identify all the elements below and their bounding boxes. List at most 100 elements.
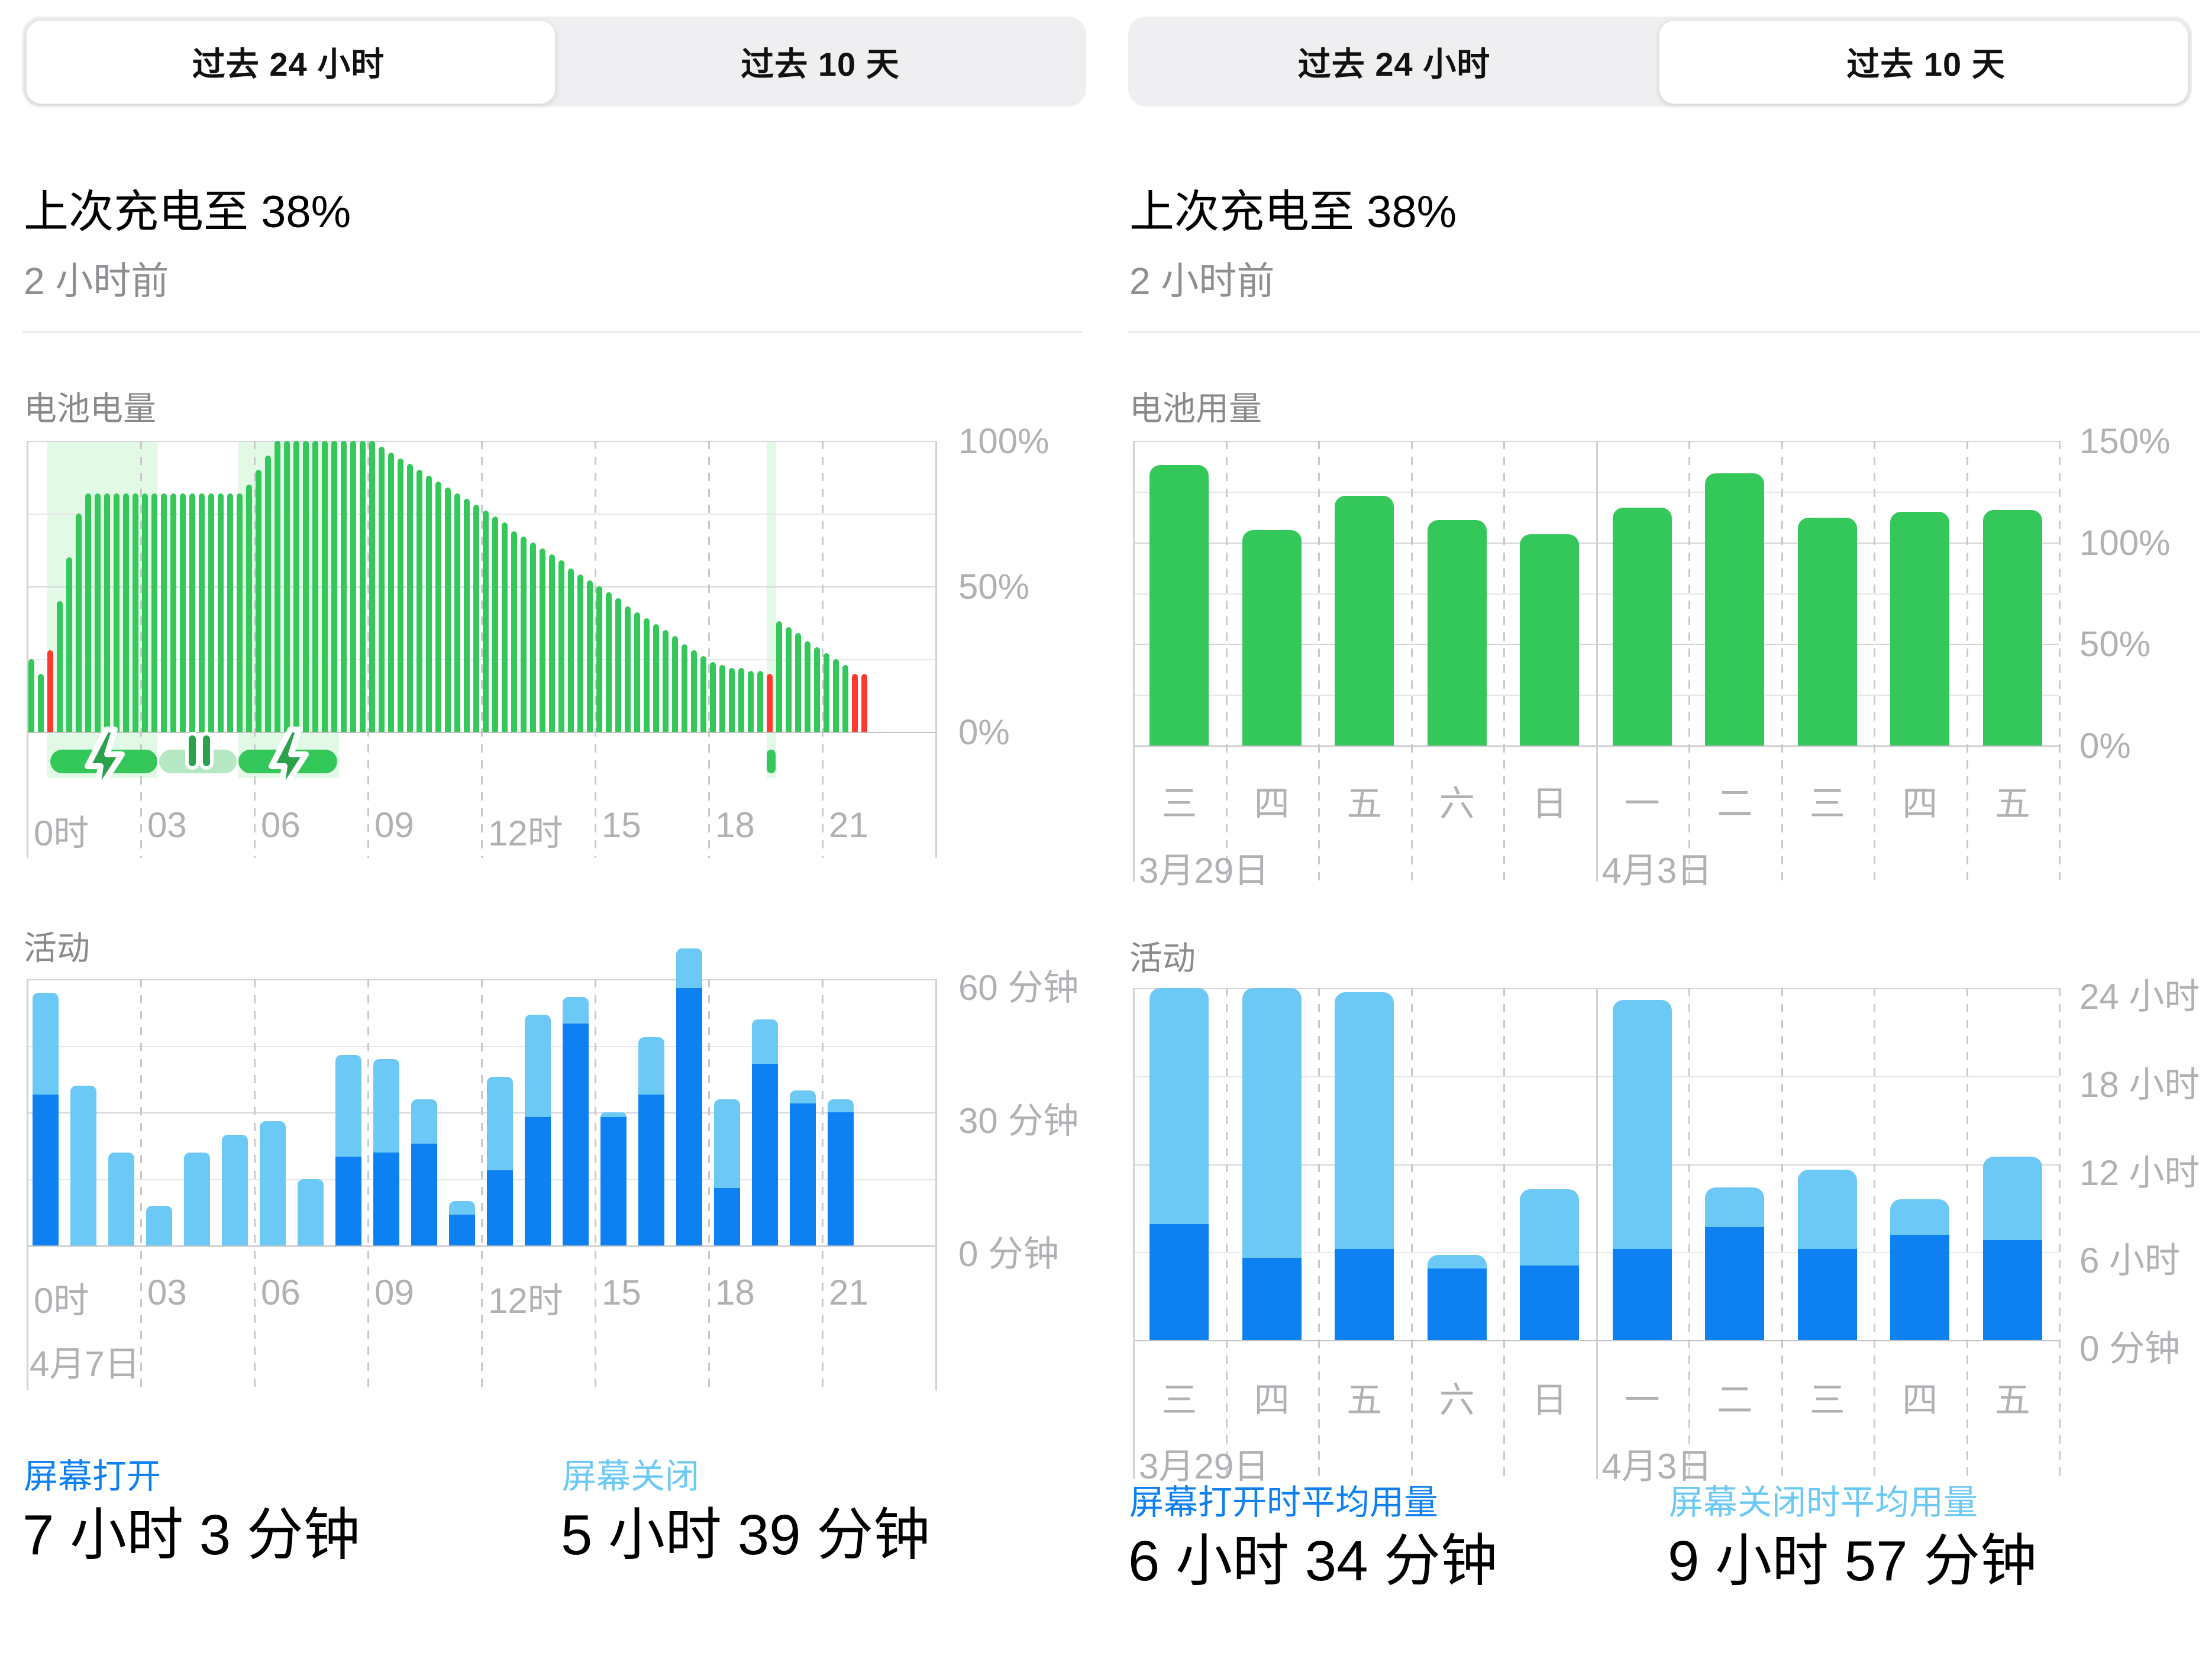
activity-bar-screen-off[interactable] bbox=[184, 1152, 210, 1245]
axis-label-day[interactable]: 五 bbox=[1346, 1380, 1383, 1420]
tab-last-24h[interactable]: 过去 24 小时 bbox=[1128, 17, 1660, 106]
battery-bar[interactable] bbox=[114, 493, 120, 732]
axis-label-x[interactable]: 18 bbox=[715, 805, 755, 845]
activity-bar-screen-on[interactable] bbox=[828, 1112, 854, 1245]
battery-bar[interactable] bbox=[682, 644, 687, 732]
activity-bar-screen-off[interactable] bbox=[1705, 1187, 1764, 1228]
axis-label-day[interactable]: 三 bbox=[1809, 784, 1845, 824]
axis-label-x[interactable]: 06 bbox=[261, 1273, 301, 1312]
battery-bar[interactable] bbox=[416, 470, 422, 732]
activity-bar-screen-on[interactable] bbox=[373, 1152, 399, 1245]
battery-bar[interactable] bbox=[360, 441, 366, 732]
battery-bar[interactable] bbox=[95, 493, 101, 732]
activity-bar-screen-off[interactable] bbox=[373, 1059, 399, 1153]
battery-bar[interactable] bbox=[587, 580, 593, 732]
activity-bar-screen-off[interactable] bbox=[1890, 1199, 1949, 1235]
activity-bar-screen-on[interactable] bbox=[790, 1103, 816, 1245]
battery-bar[interactable] bbox=[540, 548, 545, 732]
axis-label-x[interactable]: 09 bbox=[374, 805, 414, 845]
tab-last-10d[interactable]: 过去 10 天 bbox=[554, 17, 1086, 106]
activity-bar-screen-on[interactable] bbox=[1797, 1249, 1857, 1340]
battery-bar[interactable] bbox=[852, 673, 858, 732]
battery-bar[interactable] bbox=[473, 505, 479, 732]
activity-bar-screen-on[interactable] bbox=[411, 1143, 437, 1245]
battery-bar[interactable] bbox=[379, 446, 385, 732]
activity-bar-screen-off[interactable] bbox=[260, 1121, 286, 1245]
battery-usage-bar[interactable] bbox=[1705, 473, 1764, 745]
axis-label-day[interactable]: 四 bbox=[1254, 1380, 1290, 1420]
battery-bar[interactable] bbox=[653, 624, 659, 732]
battery-bar[interactable] bbox=[615, 598, 621, 732]
activity-bar-screen-on[interactable] bbox=[1890, 1234, 1949, 1340]
axis-label-day[interactable]: 四 bbox=[1902, 1380, 1938, 1420]
activity-bar-screen-off[interactable] bbox=[33, 992, 59, 1095]
battery-bar[interactable] bbox=[38, 673, 44, 732]
activity-bar-screen-off[interactable] bbox=[676, 948, 702, 988]
axis-label-x[interactable]: 09 bbox=[374, 1273, 414, 1312]
activity-bar-screen-on[interactable] bbox=[1335, 1249, 1394, 1340]
battery-bar[interactable] bbox=[133, 493, 138, 732]
axis-label-x[interactable]: 03 bbox=[147, 805, 187, 845]
battery-bar[interactable] bbox=[237, 493, 243, 732]
battery-bar[interactable] bbox=[47, 650, 53, 732]
battery-bar[interactable] bbox=[275, 441, 280, 732]
axis-label-x[interactable]: 12时 bbox=[488, 1281, 563, 1321]
activity-bar-screen-off[interactable] bbox=[449, 1201, 475, 1215]
battery-bar[interactable] bbox=[483, 511, 489, 732]
axis-label-x[interactable]: 15 bbox=[602, 1273, 641, 1312]
battery-bar[interactable] bbox=[492, 516, 498, 732]
battery-bar[interactable] bbox=[530, 543, 536, 732]
battery-bar[interactable] bbox=[265, 455, 271, 732]
battery-bar[interactable] bbox=[672, 635, 678, 732]
activity-bar-screen-on[interactable] bbox=[525, 1116, 551, 1245]
battery-bar[interactable] bbox=[331, 441, 337, 732]
battery-bar[interactable] bbox=[312, 441, 318, 732]
activity-bar-screen-on[interactable] bbox=[449, 1214, 475, 1245]
activity-bar-screen-off[interactable] bbox=[525, 1015, 551, 1117]
battery-bar[interactable] bbox=[861, 673, 867, 732]
battery-bar[interactable] bbox=[208, 493, 214, 732]
battery-usage-bar[interactable] bbox=[1427, 519, 1487, 745]
activity-bar-screen-off[interactable] bbox=[1982, 1157, 2042, 1241]
battery-bar[interactable] bbox=[151, 493, 157, 732]
activity-bar-screen-on[interactable] bbox=[638, 1095, 664, 1245]
axis-label-x[interactable]: 03 bbox=[147, 1273, 187, 1312]
battery-bar[interactable] bbox=[644, 618, 650, 732]
battery-bar[interactable] bbox=[757, 670, 763, 732]
activity-bar-screen-off[interactable] bbox=[1427, 1255, 1487, 1269]
activity-bar-screen-off[interactable] bbox=[600, 1112, 627, 1117]
battery-level-chart[interactable]: 0时 03 06 09 12时 15 18 21 100% 50% 0% bbox=[27, 421, 1049, 861]
battery-bar[interactable] bbox=[805, 641, 810, 732]
axis-label-day[interactable]: 二 bbox=[1717, 784, 1753, 824]
activity-chart[interactable]: 0时 03 06 09 12时 15 18 21 4月7日 60 分钟 30 分钟 0 分钟 bbox=[27, 948, 1078, 1393]
battery-usage-bar[interactable] bbox=[1520, 534, 1579, 745]
battery-bar[interactable] bbox=[161, 493, 167, 732]
battery-bar[interactable] bbox=[710, 661, 716, 732]
axis-label-x[interactable]: 15 bbox=[602, 805, 641, 845]
battery-bar[interactable] bbox=[729, 667, 735, 732]
battery-bar[interactable] bbox=[577, 574, 583, 732]
axis-label-day[interactable]: 六 bbox=[1439, 784, 1475, 824]
activity-bar-screen-off[interactable] bbox=[146, 1205, 172, 1245]
activity-bar-screen-off[interactable] bbox=[752, 1019, 778, 1064]
battery-bar[interactable] bbox=[199, 493, 205, 732]
battery-bar[interactable] bbox=[700, 656, 706, 732]
activity-bar-screen-on[interactable] bbox=[676, 988, 702, 1245]
battery-bar[interactable] bbox=[76, 514, 82, 732]
battery-bar[interactable] bbox=[369, 441, 375, 732]
battery-bar[interactable] bbox=[521, 537, 527, 732]
battery-usage-bar[interactable] bbox=[1242, 530, 1302, 745]
battery-bar[interactable] bbox=[170, 493, 176, 732]
activity-bar-screen-on[interactable] bbox=[1149, 1224, 1209, 1340]
activity-bar-screen-on[interactable] bbox=[1520, 1265, 1579, 1340]
axis-label-day[interactable]: 三 bbox=[1161, 784, 1197, 824]
battery-bar[interactable] bbox=[464, 499, 470, 732]
activity-bar-screen-on[interactable] bbox=[1705, 1227, 1764, 1340]
axis-label-x[interactable]: 06 bbox=[261, 805, 301, 845]
battery-bar[interactable] bbox=[189, 493, 195, 732]
axis-label-day[interactable]: 二 bbox=[1717, 1380, 1753, 1420]
battery-bar[interactable] bbox=[435, 481, 441, 732]
axis-label-day[interactable]: 五 bbox=[1994, 1380, 2030, 1420]
battery-bar[interactable] bbox=[445, 487, 451, 732]
battery-bar[interactable] bbox=[596, 586, 602, 732]
